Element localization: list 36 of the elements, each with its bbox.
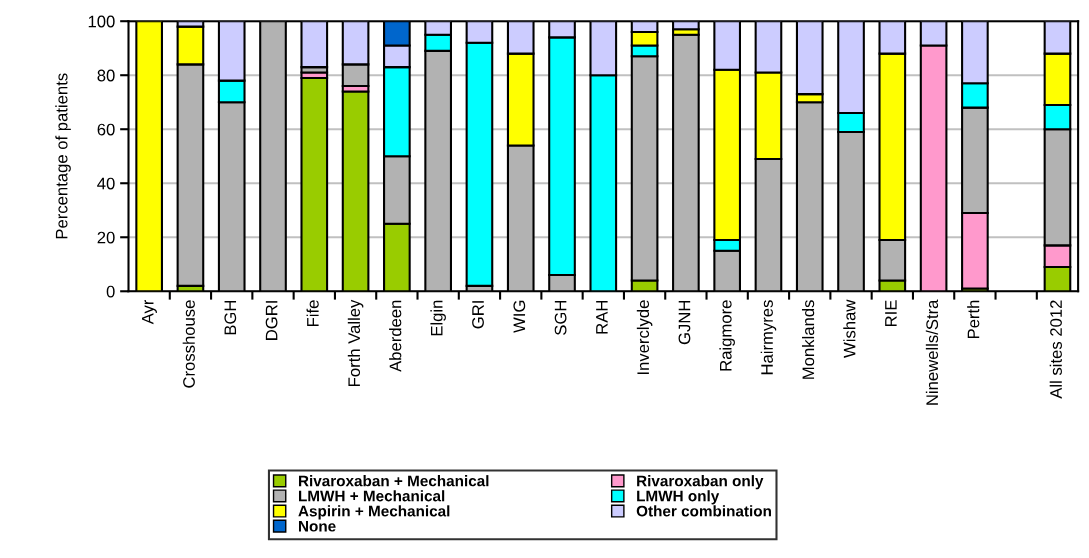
legend-label: Rivaroxaban only xyxy=(637,475,764,490)
x-tick-label: Monklands xyxy=(801,300,815,379)
x-tick-label: GJNH xyxy=(678,300,691,345)
y-tick-label: 20 xyxy=(97,231,115,244)
y-tick-label: 40 xyxy=(97,177,115,190)
legend-label: Aspirin + Mechanical xyxy=(298,505,450,520)
x-tick-label: Wishaw xyxy=(843,299,856,358)
legend-label: Rivaroxaban + Mechanical xyxy=(299,475,489,487)
y-tick-label: 60 xyxy=(97,123,115,136)
legend-label: LMWH only xyxy=(637,490,720,505)
x-tick-label: Inverclyde xyxy=(636,300,653,375)
x-tick-label: Elgin xyxy=(430,300,446,336)
y-axis-title: Percentage of patients xyxy=(55,73,71,239)
x-tick-label: Forth Valley xyxy=(347,299,364,386)
x-tick-label: GRI xyxy=(472,301,484,329)
y-tick-label: 0 xyxy=(106,285,115,298)
x-tick-label: Crosshouse xyxy=(182,300,195,388)
x-tick-label: BGH xyxy=(224,300,237,335)
x-tick-label: WIG xyxy=(513,300,526,333)
x-tick-label: Hairmyres xyxy=(760,300,777,375)
x-tick-label: RAH xyxy=(596,300,608,334)
x-tick-label: Raigmore xyxy=(719,300,735,371)
x-tick-label: Ninewells/Stra xyxy=(925,299,939,405)
x-tick-label: All sites 2012 xyxy=(1049,300,1062,399)
legend-label: Other combination xyxy=(636,505,771,517)
x-tick-label: SGH xyxy=(554,300,567,335)
y-tick-label: 80 xyxy=(97,69,115,82)
legend-label: LMWH + Mechanical xyxy=(299,490,445,502)
legend-label: None xyxy=(299,520,336,532)
x-tick-label: RIE xyxy=(885,300,897,327)
x-tick-label: Fife xyxy=(306,300,319,327)
x-tick-label: DGRI xyxy=(265,301,278,340)
x-tick-label: Ayr xyxy=(141,299,157,325)
y-tick-label: 100 xyxy=(88,15,115,28)
x-tick-label: Perth xyxy=(967,300,980,339)
x-tick-label: Aberdeen xyxy=(389,300,402,372)
